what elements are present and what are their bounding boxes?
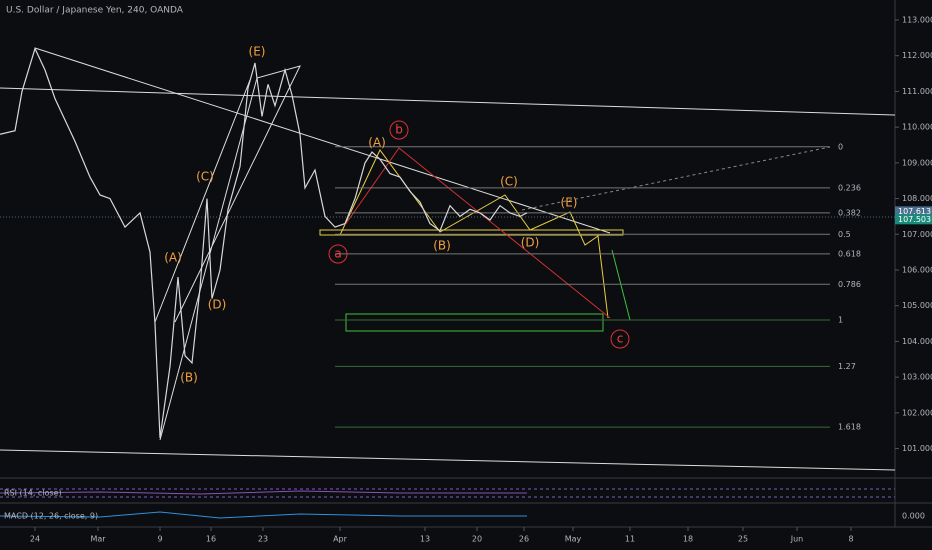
price-tag-label: 107.613 xyxy=(898,207,931,216)
wave-label: (A) xyxy=(368,136,386,150)
channel xyxy=(154,79,251,323)
x-tick-label: 20 xyxy=(472,535,482,544)
wave-label: b xyxy=(395,123,403,137)
y-tick-label: 112.000 xyxy=(902,51,932,60)
fib-label: 0.5 xyxy=(838,230,851,239)
x-tick-label: May xyxy=(565,535,582,544)
trend-line xyxy=(0,87,896,116)
y-tick-label: 113.000 xyxy=(902,16,932,25)
x-tick-label: 25 xyxy=(738,535,748,544)
fib-label: 0.786 xyxy=(838,280,861,289)
trend-line xyxy=(34,47,611,234)
y-tick-label: 110.000 xyxy=(902,123,932,132)
rsi-label: RSI (14, close) xyxy=(4,489,62,498)
wave-circle xyxy=(610,329,630,349)
price-line xyxy=(0,46,528,438)
wave-label: (E) xyxy=(561,196,578,210)
fib-label: 1.618 xyxy=(838,423,861,432)
x-tick-label: 13 xyxy=(420,535,430,544)
wave-label: (D) xyxy=(208,298,227,312)
wave-circle xyxy=(328,244,348,264)
channel xyxy=(159,65,301,441)
price-tag xyxy=(895,214,932,225)
arrow xyxy=(611,249,631,321)
fib-label: 0 xyxy=(838,142,843,151)
chart-title: U.S. Dollar / Japanese Yen, 240, OANDA xyxy=(6,6,184,16)
y-tick-label: 111.000 xyxy=(902,87,932,96)
macd-label: MACD (12, 26, close, 9) xyxy=(4,512,98,521)
fib-label: 1.27 xyxy=(838,362,856,371)
x-tick-label: 26 xyxy=(519,535,529,544)
wave-label: (A) xyxy=(164,251,182,265)
dashed-line xyxy=(521,146,831,211)
trend-line xyxy=(0,449,896,471)
wave-label: (B) xyxy=(180,371,198,385)
x-tick-label: 11 xyxy=(625,535,635,544)
y-tick-label: 107.000 xyxy=(902,230,932,239)
fib-label: 0.236 xyxy=(838,183,861,192)
y-tick-label: 106.000 xyxy=(902,266,932,275)
wave-label: c xyxy=(617,332,624,346)
wave-path xyxy=(344,147,611,319)
macd-axis-label: 0.000 xyxy=(902,512,925,521)
x-tick-label: 23 xyxy=(258,535,268,544)
y-tick-label: 104.000 xyxy=(902,337,932,346)
x-tick-label: Apr xyxy=(333,535,348,544)
y-tick-label: 103.000 xyxy=(902,373,932,382)
x-tick-label: Mar xyxy=(90,535,106,544)
wave-label: (C) xyxy=(500,175,518,189)
y-tick-label: 102.000 xyxy=(902,408,932,417)
fib-label: 0.618 xyxy=(838,249,861,258)
x-tick-label: 16 xyxy=(206,535,216,544)
x-tick-label: 18 xyxy=(683,535,693,544)
zone xyxy=(319,229,624,236)
y-tick-label: 108.000 xyxy=(902,194,932,203)
wave-label: (E) xyxy=(249,45,266,59)
price-tag xyxy=(895,206,932,217)
rsi-line xyxy=(0,490,527,495)
fib-label: 1 xyxy=(838,316,843,325)
x-tick-label: 24 xyxy=(30,535,40,544)
wave-label: a xyxy=(334,247,341,261)
wave-label: (C) xyxy=(196,170,214,184)
price-tag-label: 107.503 xyxy=(898,215,931,224)
y-tick-label: 105.000 xyxy=(902,301,932,310)
x-tick-label: 8 xyxy=(848,535,853,544)
x-tick-label: Jun xyxy=(790,535,804,544)
y-tick-label: 101.000 xyxy=(902,444,932,453)
target-zone xyxy=(345,313,604,332)
macd-line xyxy=(0,511,527,519)
wave-label: (D) xyxy=(521,236,540,250)
fib-label: 0.382 xyxy=(838,208,861,217)
x-tick-label: 9 xyxy=(157,535,162,544)
y-tick-label: 109.000 xyxy=(902,158,932,167)
wave-label: (B) xyxy=(433,239,451,253)
drawings xyxy=(0,47,896,519)
wave-circle xyxy=(389,120,409,140)
